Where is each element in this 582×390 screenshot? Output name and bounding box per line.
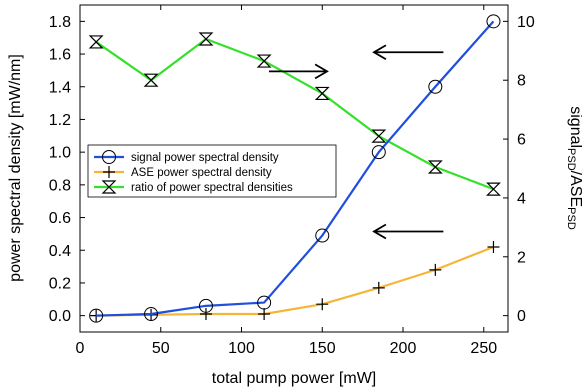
data-point-2-6 [427, 160, 443, 174]
y-left-tick-label: 0.0 [49, 308, 71, 325]
data-point-0-0 [89, 308, 104, 323]
legend-label-0: signal power spectral density [131, 152, 279, 164]
data-point-2-2 [198, 32, 214, 46]
series-line-1 [96, 245, 494, 317]
series-line-0 [96, 20, 495, 317]
data-point-2-4 [314, 86, 330, 101]
data-point-0-2 [198, 298, 213, 313]
legend-item-2: ratio of power spectral densities [94, 180, 293, 194]
annotation-arrow-2 [372, 223, 444, 240]
data-point-1-7 [487, 240, 500, 253]
data-point-2-1 [143, 73, 159, 87]
legend-label-2: ratio of power spectral densities [131, 182, 293, 194]
y-right-tick-label: 8 [517, 73, 526, 90]
legend-marker-2 [101, 180, 117, 194]
y-axis-right-title-main: signal [567, 106, 582, 148]
arrow-head [372, 223, 387, 240]
y-right-tick-label: 0 [517, 308, 526, 325]
data-point-1-3 [258, 308, 271, 321]
x-tick-label: 250 [470, 340, 497, 357]
legend-item-0: signal power spectral density [94, 150, 279, 164]
y-right-tick-label: 6 [517, 132, 526, 149]
axis-ticks: 0 50 100 150 200 2500.00.20.40.60.81.01.21.41… [49, 5, 535, 357]
y-left-tick-label: 0.4 [49, 243, 71, 260]
y-left-tick-label: 0.2 [49, 275, 71, 292]
data-point-2-0 [88, 35, 104, 49]
data-point-0-6 [428, 79, 443, 94]
series-1 [90, 240, 500, 322]
y-axis-left-title: power spectral density [mW/nm] [7, 54, 24, 282]
series-2 [88, 32, 501, 196]
x-tick-label: 50 [152, 340, 170, 357]
y-axis-right-title-sub2: PSD [565, 207, 577, 230]
data-point-2-7 [486, 182, 501, 196]
plot-frame [79, 4, 509, 333]
arrow-head [372, 44, 387, 61]
x-tick-label: 100 [228, 340, 255, 357]
annotation-layer [268, 44, 444, 240]
data-point-0-1 [144, 307, 159, 322]
y-right-tick-label: 10 [517, 14, 535, 31]
y-axis-right-title-sub1: PSD [565, 148, 577, 171]
y-right-tick-label: 2 [517, 249, 526, 266]
y-left-tick-label: 1.8 [49, 14, 71, 31]
x-tick-label: 150 [309, 340, 336, 357]
y-left-tick-label: 1.0 [49, 145, 71, 162]
legend-items: signal power spectral density ASE power s… [94, 150, 293, 194]
arrow-head [314, 63, 329, 80]
legend-item-1: ASE power spectral density [94, 166, 272, 179]
y-left-tick-label: 1.2 [49, 112, 71, 129]
data-point-1-4 [316, 298, 329, 311]
x-tick-label: 200 [390, 340, 417, 357]
y-left-tick-label: 1.4 [49, 79, 71, 96]
legend-label-1: ASE power spectral density [131, 167, 272, 179]
x-axis-title: total pump power [mW] [212, 370, 377, 387]
series-line-2 [95, 37, 494, 191]
series-0 [89, 14, 501, 323]
data-point-0-4 [315, 228, 330, 243]
legend-marker-1 [103, 166, 115, 178]
legend-box [87, 144, 337, 198]
annotation-arrow-1 [372, 44, 444, 61]
data-point-0-7 [486, 14, 501, 29]
annotation-arrow-0 [268, 63, 329, 80]
data-point-2-5 [371, 129, 387, 143]
x-tick-label: 0 [76, 340, 85, 357]
legend: signal power spectral density ASE power s… [87, 144, 337, 198]
data-point-1-6 [429, 263, 442, 276]
y-left-tick-label: 0.8 [49, 177, 71, 194]
y-left-tick-label: 0.6 [49, 210, 71, 227]
y-axis-right-title: signalPSD/ASEPSD [565, 106, 582, 230]
y-right-tick-label: 4 [517, 190, 526, 207]
data-point-0-5 [371, 145, 386, 160]
data-point-2-3 [256, 54, 272, 68]
legend-marker-0 [102, 150, 116, 164]
y-left-tick-label: 1.6 [49, 47, 71, 64]
series-layer [88, 14, 501, 323]
y-axis-right-title-mid: /ASE [567, 171, 582, 207]
data-point-1-2 [199, 308, 212, 321]
data-point-0-3 [257, 295, 272, 310]
data-point-1-5 [372, 281, 385, 294]
